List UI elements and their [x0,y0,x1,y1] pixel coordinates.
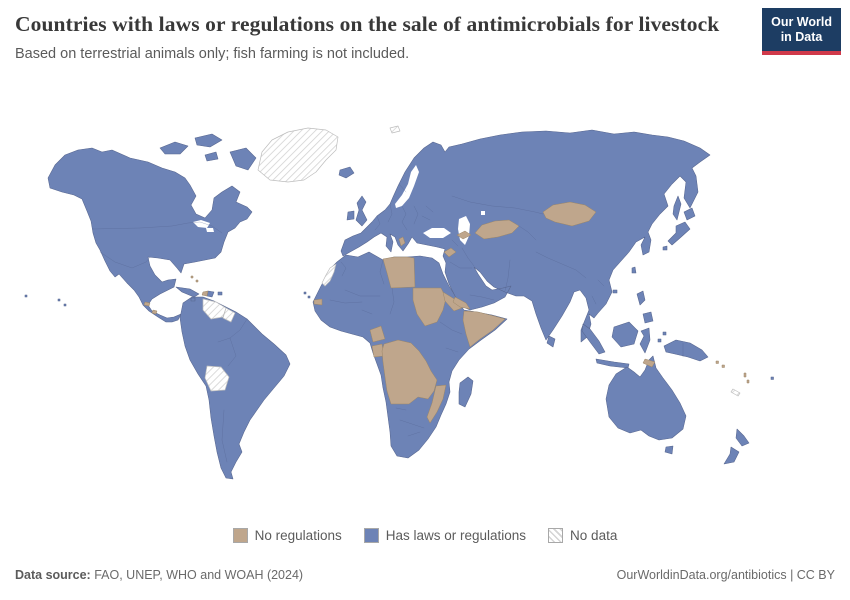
legend-item-no-data[interactable]: No data [548,528,617,543]
region-greenland[interactable] [257,127,339,183]
region-bolivia[interactable] [204,365,230,392]
region-pacific-islands[interactable] [24,291,774,380]
regions-no-regulations[interactable] [143,201,750,424]
license-link[interactable]: OurWorldinData.org/antibiotics | CC BY [616,568,835,582]
chart-header: Countries with laws or regulations on th… [15,10,765,64]
owid-logo-line2: in Data [780,29,823,44]
region-cameroon[interactable] [369,325,386,343]
owid-logo[interactable]: Our World in Data [762,8,841,55]
data-source-value: FAO, UNEP, WHO and WOAH (2024) [94,568,304,582]
legend-item-has-laws[interactable]: Has laws or regulations [363,528,527,543]
region-australia[interactable] [605,355,687,441]
region-guyana[interactable] [222,307,236,323]
owid-logo-line1: Our World [771,15,832,29]
region-libya[interactable] [382,256,416,289]
legend-item-no-regulations[interactable]: No regulations [232,528,342,543]
region-haiti[interactable] [190,275,209,297]
page-title: Countries with laws or regulations on th… [15,12,720,36]
region-western-sahara[interactable] [321,263,337,287]
region-timor[interactable] [642,358,656,368]
legend-label-no-data: No data [570,528,618,543]
region-south-america[interactable] [179,296,291,480]
region-gambia-guinea-bissau[interactable] [313,298,323,306]
legend-swatch-has-laws [363,528,379,543]
data-source-label: Data source: [15,568,91,582]
regions-has-laws[interactable] [24,129,774,480]
chart-subtitle: Based on terrestrial animals only; fish … [15,46,410,63]
region-eritrea-djibouti[interactable] [442,291,463,312]
region-caucasus[interactable] [456,230,472,240]
legend-swatch-no-data [548,528,564,543]
region-mongolia[interactable] [542,201,597,227]
region-new-caledonia[interactable] [730,388,741,397]
region-central-america-spots[interactable] [143,301,158,315]
region-madagascar[interactable] [458,376,474,408]
region-central-asia[interactable] [474,219,520,240]
world-choropleth-map[interactable] [0,112,850,520]
region-caribbean[interactable] [175,286,223,302]
region-north-america[interactable] [47,147,253,323]
region-drc-angola-zambia[interactable] [381,339,438,405]
legend-swatch-no-regulations [232,528,248,543]
region-new-zealand[interactable] [664,428,750,465]
world-map-svg [24,125,774,480]
region-svalbard[interactable] [389,125,401,134]
region-sri-lanka[interactable] [546,335,556,348]
region-syria[interactable] [443,247,457,258]
region-albania[interactable] [398,236,406,247]
region-arctic-islands[interactable] [159,133,257,171]
data-source: Data source: FAO, UNEP, WHO and WOAH (20… [15,568,303,582]
inland-seas [193,165,485,245]
region-sudan[interactable] [412,287,447,327]
region-somalia[interactable] [462,310,506,348]
region-philippines[interactable] [636,290,654,324]
region-new-guinea[interactable] [663,339,709,362]
region-iceland[interactable] [338,166,355,179]
region-eurasia[interactable] [340,129,711,343]
legend-label-no-regulations: No regulations [254,528,342,543]
region-mozambique[interactable] [426,384,447,424]
region-japan[interactable] [612,195,696,294]
country-borders [92,183,684,463]
region-british-isles[interactable] [346,195,368,227]
chart-footer: Data source: FAO, UNEP, WHO and WOAH (20… [15,568,835,582]
regions-no-data[interactable] [202,125,741,397]
legend-label-has-laws: Has laws or regulations [385,528,527,543]
region-yemen[interactable] [452,296,471,310]
map-legend: No regulations Has laws or regulations N… [0,528,850,543]
region-vanuatu-solomons[interactable] [715,360,750,384]
